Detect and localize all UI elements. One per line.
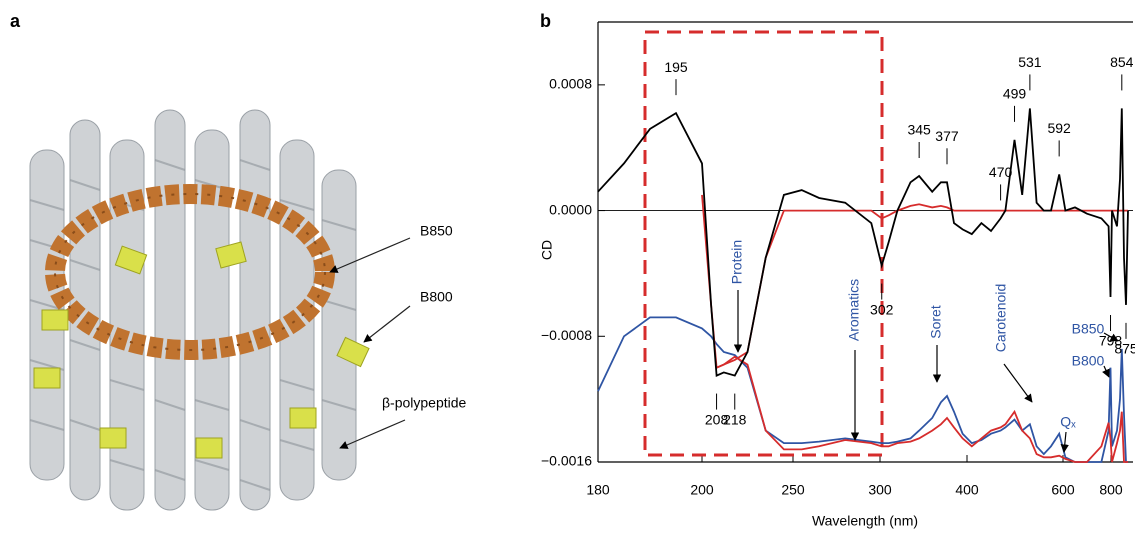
series-line <box>597 108 1129 377</box>
peak-label: 218 <box>723 411 747 427</box>
band-arrow <box>1102 365 1110 378</box>
x-tick-label: 200 <box>690 482 714 498</box>
x-tick-label: 300 <box>868 482 892 498</box>
x-tick-label: 250 <box>781 482 805 498</box>
x-tick-label: 800 <box>1099 482 1123 498</box>
band-label: Soret <box>928 305 944 339</box>
structure-label: B800 <box>420 289 453 305</box>
x-tick-label: 180 <box>586 482 610 498</box>
x-tick-label: 400 <box>955 482 979 498</box>
y-tick-label: 0.0008 <box>549 76 592 92</box>
peak-label: 592 <box>1047 120 1071 136</box>
peak-label: 377 <box>935 128 959 144</box>
band-arrow <box>1003 363 1033 403</box>
series-line <box>716 355 1128 463</box>
band-label: Carotenoid <box>993 284 1009 353</box>
y-tick-label: −0.0016 <box>541 453 592 469</box>
band-label: B800 <box>1072 353 1105 369</box>
peak-label: 470 <box>989 164 1013 180</box>
band-label: Protein <box>729 240 745 284</box>
peak-label: 875 <box>1114 341 1135 357</box>
protein-structure <box>29 109 411 511</box>
panel-label: a <box>10 11 21 31</box>
y-axis-title: CD <box>539 240 555 260</box>
band-arrow <box>1103 332 1119 342</box>
peak-label: 208 <box>705 411 729 427</box>
peak-label: 345 <box>907 122 931 138</box>
x-axis-title: Wavelength (nm) <box>812 513 918 529</box>
band-label: B850 <box>1072 321 1105 337</box>
band-label: Aromatics <box>846 279 862 341</box>
structure-label: B850 <box>420 223 453 239</box>
structure-label: β-polypeptide <box>382 395 467 411</box>
y-tick-label: 0.0000 <box>549 201 592 217</box>
panel-label: b <box>540 11 551 31</box>
x-tick-label: 600 <box>1051 482 1075 498</box>
peak-label: 531 <box>1018 54 1042 70</box>
peak-label: 499 <box>1003 86 1027 102</box>
band-label: Qₓ <box>1060 414 1076 430</box>
peak-label: 854 <box>1110 54 1134 70</box>
peak-label: 195 <box>664 59 688 75</box>
y-tick-label: −0.0008 <box>541 327 592 343</box>
series-line <box>701 194 1128 370</box>
band-arrow <box>1060 431 1069 453</box>
highlight-box <box>643 30 884 457</box>
series-line <box>597 316 1128 463</box>
peak-label: 302 <box>870 301 894 317</box>
